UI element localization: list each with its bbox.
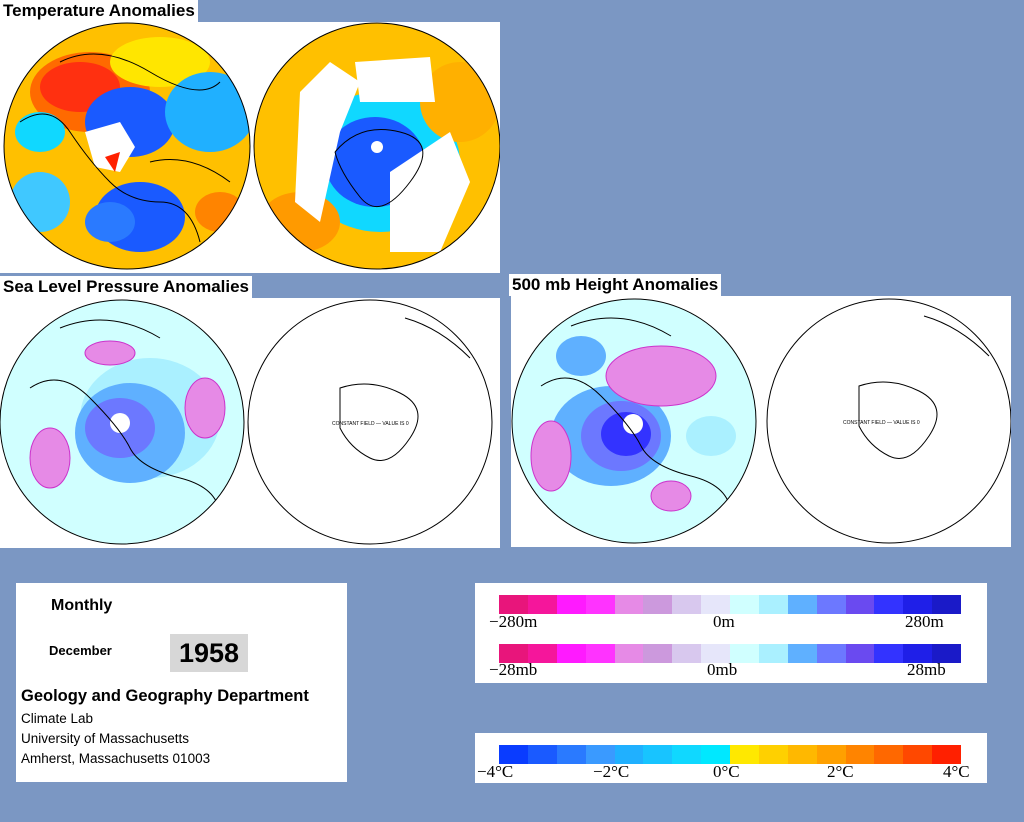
color-swatch bbox=[932, 745, 961, 764]
color-swatch bbox=[614, 595, 644, 614]
color-swatch bbox=[758, 745, 788, 764]
color-swatch bbox=[903, 644, 933, 663]
color-swatch bbox=[643, 745, 673, 764]
north-slp-globe bbox=[0, 300, 244, 544]
color-swatch bbox=[701, 644, 730, 663]
temp-label-minus2: −2°C bbox=[593, 762, 630, 781]
temp-label-0: 0°C bbox=[713, 762, 740, 781]
color-swatch bbox=[787, 644, 817, 663]
color-swatch bbox=[585, 644, 615, 663]
south-height-globe: CONSTANT FIELD — VALUE IS 0 bbox=[766, 298, 1012, 544]
color-swatch bbox=[614, 644, 644, 663]
color-swatch bbox=[527, 644, 557, 663]
pressure-mid-label: 0mb bbox=[707, 660, 738, 679]
height-maps: CONSTANT FIELD — VALUE IS 0 bbox=[511, 298, 1012, 544]
height-color-bar bbox=[499, 595, 961, 614]
color-swatch bbox=[499, 595, 528, 614]
color-swatch bbox=[845, 644, 875, 663]
color-swatch bbox=[672, 745, 702, 764]
color-swatch bbox=[556, 745, 586, 764]
pressure-max-label: 28mb bbox=[907, 660, 946, 679]
university-label: University of Massachusetts bbox=[21, 731, 190, 746]
department-label: Geology and Geography Department bbox=[21, 687, 309, 705]
south-temperature-globe bbox=[254, 23, 500, 269]
pressure-min-label: −28mb bbox=[489, 660, 538, 679]
period-label: Monthly bbox=[51, 597, 113, 614]
color-swatch bbox=[556, 644, 586, 663]
color-swatch bbox=[758, 595, 788, 614]
color-swatch bbox=[903, 595, 933, 614]
temperature-panel bbox=[0, 22, 501, 273]
slp-title: Sea Level Pressure Anomalies bbox=[0, 276, 253, 298]
height-max-label: 280m bbox=[905, 612, 944, 631]
temp-label-minus4: −4°C bbox=[477, 762, 514, 781]
color-swatch bbox=[816, 595, 846, 614]
height-min-label: −280m bbox=[489, 612, 538, 631]
slp-maps: CONSTANT FIELD — VALUE IS 0 bbox=[0, 299, 493, 545]
temp-label-2: 2°C bbox=[827, 762, 854, 781]
color-swatch bbox=[585, 745, 615, 764]
color-swatch bbox=[787, 745, 817, 764]
north-temperature-globe bbox=[4, 23, 250, 269]
color-swatch bbox=[701, 595, 730, 614]
color-swatch bbox=[932, 595, 961, 614]
color-swatch bbox=[730, 595, 759, 614]
height-pressure-legend: −280m 0m 280m −28mb 0mb 28mb bbox=[475, 583, 987, 683]
color-swatch bbox=[816, 644, 846, 663]
year-label: 1958 bbox=[170, 634, 248, 672]
color-swatch bbox=[874, 745, 904, 764]
color-swatch bbox=[845, 745, 875, 764]
color-swatch bbox=[556, 595, 586, 614]
color-swatch bbox=[730, 745, 759, 764]
color-swatch bbox=[701, 745, 730, 764]
height-mid-label: 0m bbox=[713, 612, 735, 631]
info-box: Monthly December 1958 Geology and Geogra… bbox=[16, 583, 347, 782]
color-swatch bbox=[643, 595, 673, 614]
color-swatch bbox=[874, 644, 904, 663]
address-label: Amherst, Massachusetts 01003 bbox=[21, 751, 211, 766]
color-swatch bbox=[614, 745, 644, 764]
height-panel: CONSTANT FIELD — VALUE IS 0 bbox=[511, 296, 1012, 547]
south-slp-globe: CONSTANT FIELD — VALUE IS 0 bbox=[247, 299, 493, 545]
color-swatch bbox=[527, 745, 557, 764]
color-swatch bbox=[932, 644, 961, 663]
color-swatch bbox=[499, 644, 528, 663]
temperature-legend: −4°C −2°C 0°C 2°C 4°C bbox=[475, 733, 987, 783]
temperature-color-bar bbox=[499, 745, 961, 764]
north-height-globe bbox=[512, 299, 756, 543]
month-label: December bbox=[49, 643, 112, 658]
height-title: 500 mb Height Anomalies bbox=[509, 274, 722, 296]
color-swatch bbox=[903, 745, 933, 764]
lab-label: Climate Lab bbox=[21, 711, 94, 726]
temperature-title: Temperature Anomalies bbox=[0, 0, 198, 22]
constant-field-note: CONSTANT FIELD — VALUE IS 0 bbox=[332, 421, 409, 427]
pressure-color-bar bbox=[499, 644, 961, 663]
color-swatch bbox=[787, 595, 817, 614]
color-swatch bbox=[643, 644, 673, 663]
color-swatch bbox=[758, 644, 788, 663]
color-swatch bbox=[672, 644, 702, 663]
color-swatch bbox=[499, 745, 528, 764]
color-swatch bbox=[845, 595, 875, 614]
temp-label-4: 4°C bbox=[943, 762, 970, 781]
slp-panel: CONSTANT FIELD — VALUE IS 0 bbox=[0, 298, 500, 548]
color-swatch bbox=[527, 595, 557, 614]
color-swatch bbox=[874, 595, 904, 614]
temperature-maps bbox=[3, 22, 501, 270]
color-swatch bbox=[730, 644, 759, 663]
constant-field-note: CONSTANT FIELD — VALUE IS 0 bbox=[843, 420, 920, 426]
color-swatch bbox=[816, 745, 846, 764]
color-swatch bbox=[585, 595, 615, 614]
color-swatch bbox=[672, 595, 702, 614]
